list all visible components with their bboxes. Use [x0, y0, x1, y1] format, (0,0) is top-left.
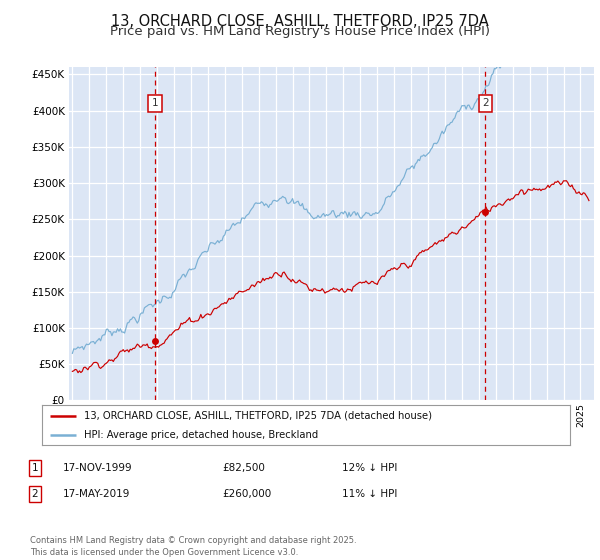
- Text: 17-NOV-1999: 17-NOV-1999: [63, 463, 133, 473]
- Text: HPI: Average price, detached house, Breckland: HPI: Average price, detached house, Brec…: [84, 430, 319, 440]
- Text: 1: 1: [31, 463, 38, 473]
- Text: 2: 2: [482, 99, 488, 109]
- Text: 12% ↓ HPI: 12% ↓ HPI: [342, 463, 397, 473]
- Text: Contains HM Land Registry data © Crown copyright and database right 2025.
This d: Contains HM Land Registry data © Crown c…: [30, 536, 356, 557]
- Text: £260,000: £260,000: [222, 489, 271, 499]
- Text: £82,500: £82,500: [222, 463, 265, 473]
- Text: 13, ORCHARD CLOSE, ASHILL, THETFORD, IP25 7DA (detached house): 13, ORCHARD CLOSE, ASHILL, THETFORD, IP2…: [84, 411, 432, 421]
- Text: 13, ORCHARD CLOSE, ASHILL, THETFORD, IP25 7DA: 13, ORCHARD CLOSE, ASHILL, THETFORD, IP2…: [111, 14, 489, 29]
- Text: 1: 1: [152, 99, 158, 109]
- Text: 17-MAY-2019: 17-MAY-2019: [63, 489, 130, 499]
- Text: 11% ↓ HPI: 11% ↓ HPI: [342, 489, 397, 499]
- Text: Price paid vs. HM Land Registry's House Price Index (HPI): Price paid vs. HM Land Registry's House …: [110, 25, 490, 38]
- Text: 2: 2: [31, 489, 38, 499]
